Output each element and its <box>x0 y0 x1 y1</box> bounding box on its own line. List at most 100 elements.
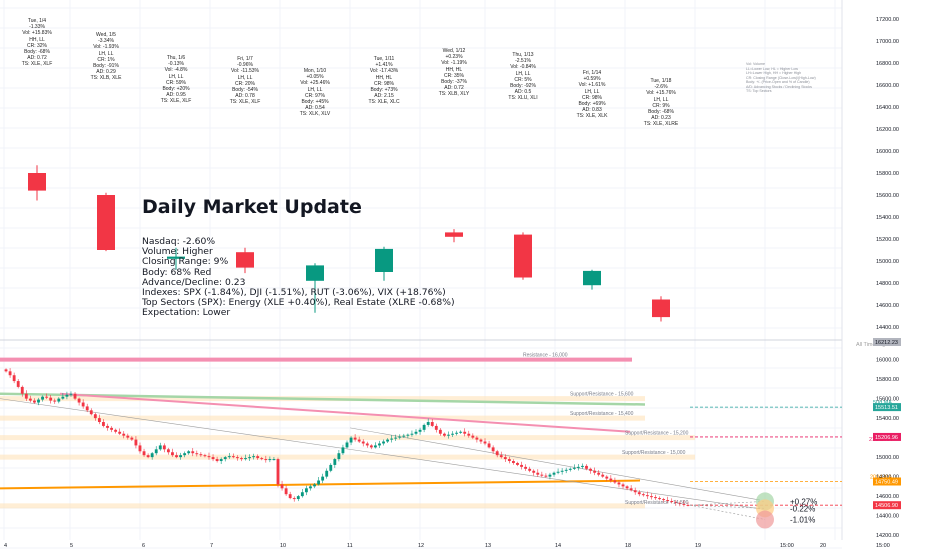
intraday-candle-body <box>171 452 174 456</box>
candle-annotation: Fri, 1/7 -0.96% Vol: -11.53% LH, LL CR: 20% B… <box>223 56 267 106</box>
candle-annotation: Fri, 1/14 +0.59% Vol: +1.61% LH, LL CR: 98% B… <box>570 70 614 120</box>
intraday-candle-body <box>686 504 690 506</box>
annotation-line: -0.13% <box>168 61 184 68</box>
support-band <box>0 454 695 460</box>
resistance-band <box>0 357 632 362</box>
annotation-line: Vol: -1.93% <box>93 44 119 51</box>
level-label: Support/Resistance - 15,000 <box>622 450 686 456</box>
annotation-line: Tue, 1/18 <box>650 78 672 84</box>
intraday-candle-body <box>520 464 523 467</box>
x-tick-label: 12 <box>418 543 424 549</box>
intraday-candle-body <box>24 393 28 399</box>
annotation-line: TS: XLE, XLRE <box>643 121 679 128</box>
annotation-line: TS: XLK, XLV <box>299 111 331 118</box>
annotation-line: CR: 20% <box>234 80 255 87</box>
intraday-candle-body <box>682 503 686 505</box>
intraday-candle-body <box>658 498 661 500</box>
daily-candle-body <box>167 256 185 259</box>
intraday-candle-body <box>41 396 44 400</box>
annotation-line: TS: XLU, XLI <box>508 95 538 102</box>
intraday-candle-body <box>304 488 308 493</box>
intraday-candle-body <box>641 494 645 496</box>
intraday-candle-body <box>73 393 77 399</box>
ema21-line <box>59 392 631 433</box>
intraday-candle-body <box>126 435 130 438</box>
intraday-candle-body <box>89 410 93 415</box>
y-tick-label: 17000.00 <box>876 39 899 45</box>
intraday-candle-body <box>560 470 564 472</box>
annotation-line: Vol: +15.83% <box>22 30 52 37</box>
intraday-candle-body <box>365 443 369 446</box>
x-tick-label: 15:00 <box>876 543 890 549</box>
intraday-candle-body <box>629 488 633 491</box>
intraday-candle-body <box>540 474 544 476</box>
summary-line: Body: 68% Red <box>142 266 212 278</box>
annotation-line: Tue, 1/11 <box>373 56 395 62</box>
annotation-line: Vol: +15.76% <box>646 90 676 97</box>
legend-line: Vol: Volume <box>746 62 765 66</box>
scenario-line <box>689 501 766 506</box>
x-tick-label: 4 <box>4 543 7 549</box>
candle-annotation: Thu, 1/6 -0.13% Vol: -4.8% LH, LL CR: 59% Bod… <box>154 55 198 105</box>
x-tick-label: 5 <box>70 543 73 549</box>
support-band <box>0 503 645 509</box>
daily-candle-body <box>514 234 532 278</box>
intraday-candle-body <box>166 449 170 453</box>
y-tick-label: 15000.00 <box>876 259 899 265</box>
intraday-candle-body <box>516 462 519 465</box>
intraday-candle-body <box>548 474 552 477</box>
intraday-candle-body <box>662 499 666 501</box>
intraday-candle-body <box>256 456 260 459</box>
intraday-candle-body <box>394 437 398 439</box>
intraday-candle-body <box>65 394 69 397</box>
intraday-candle-body <box>666 500 670 502</box>
intraday-candle-body <box>568 468 572 470</box>
y-tick-label: 14600.00 <box>876 494 899 500</box>
daily-candle-body <box>652 299 670 318</box>
annotation-line: -1.33% <box>29 24 45 31</box>
intraday-candle-body <box>138 445 142 452</box>
intraday-candle-body <box>260 458 264 460</box>
candle-annotation: Tue, 1/11 +1.41% Vol: -17.43% HH, HL CR: 98%… <box>362 56 406 106</box>
annotation-line: Fri, 1/7 <box>237 56 253 62</box>
x-tick-label: 18 <box>625 543 631 549</box>
y-tick-label: 16000.00 <box>876 149 899 155</box>
price-tag-label: 15206.96 <box>875 435 898 441</box>
intraday-candle-body <box>418 429 422 432</box>
intraday-candle-body <box>37 399 40 403</box>
price-tag <box>873 403 901 412</box>
intraday-candle-body <box>219 459 223 462</box>
intraday-candle-body <box>353 437 357 440</box>
level-label: Support/Resistance - 15,600 <box>570 392 634 398</box>
y-tick-label: 14600.00 <box>876 303 899 309</box>
price-tag <box>873 432 901 441</box>
annotation-line: Body: -54% <box>232 87 258 94</box>
intraday-candle-body <box>45 396 49 398</box>
ma50-line <box>0 392 646 406</box>
level-label: Support/Resistance - 14,500 <box>625 500 689 506</box>
level-label: Support/Resistance - 15,200 <box>625 431 689 437</box>
intraday-candle-body <box>499 455 503 458</box>
intraday-candle-body <box>179 455 182 458</box>
support-band <box>0 435 695 441</box>
scenario-line <box>689 504 766 520</box>
candle-annotation: Wed, 1/5 -3.34% Vol: -1.93% LH, LL CR: 1% Bod… <box>84 32 128 82</box>
annotation-line: +0.59% <box>583 76 601 83</box>
intraday-candle-body <box>61 396 65 399</box>
ma-label: All Time High <box>856 342 888 348</box>
intraday-candle-body <box>207 456 211 458</box>
x-tick-label: 7 <box>210 543 213 549</box>
intraday-candle-body <box>597 472 601 475</box>
x-tick-label: 6 <box>142 543 145 549</box>
annotation-line: LH, LL <box>237 74 253 81</box>
candle-annotation: Tue, 1/4 -1.33% Vol: +15.83% HH, LL CR: 32% B… <box>15 18 59 68</box>
daily-candle-body <box>375 248 393 272</box>
intraday-candle-body <box>33 400 36 403</box>
intraday-candle-body <box>195 453 199 455</box>
annotation-line: Body: -37% <box>441 79 467 86</box>
intraday-candle-body <box>451 433 454 435</box>
annotation-line: AD: 0.29 <box>96 69 116 76</box>
annotation-line: Body: +73% <box>370 87 398 94</box>
intraday-candle-body <box>8 371 12 376</box>
